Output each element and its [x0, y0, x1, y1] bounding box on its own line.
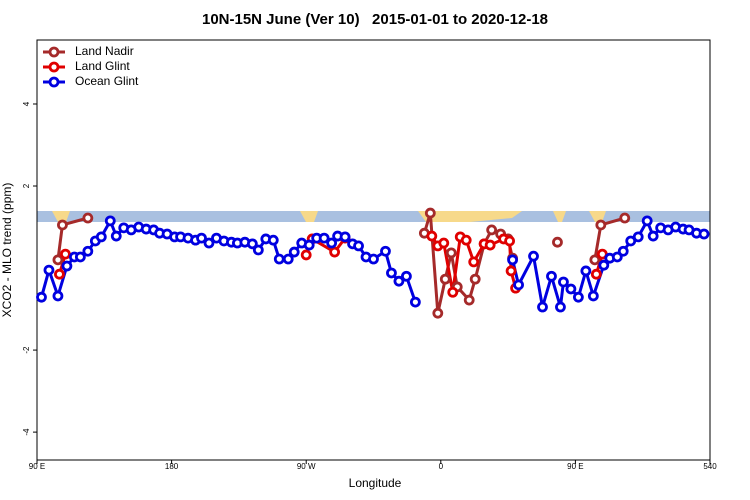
data-point — [273, 253, 285, 265]
data-point — [52, 290, 64, 302]
data-point — [555, 301, 566, 313]
data-point — [565, 283, 577, 295]
legend-swatch-point — [48, 61, 60, 73]
data-point — [546, 270, 557, 282]
data-point — [318, 232, 330, 244]
data-point — [558, 276, 569, 288]
legend-swatch-point — [48, 76, 60, 88]
data-point — [641, 215, 653, 227]
data-point — [507, 254, 518, 266]
data-point — [82, 245, 94, 257]
data-point — [393, 275, 405, 287]
data-point — [401, 270, 412, 282]
data-point — [43, 264, 55, 276]
data-point — [57, 219, 68, 231]
data-point — [537, 301, 548, 313]
data-point — [60, 248, 71, 260]
chart-title: 10N-15N June (Ver 10) 2015-01-01 to 2020… — [202, 11, 548, 28]
data-point — [300, 249, 312, 261]
data-point — [303, 239, 315, 251]
data-point — [252, 244, 264, 256]
legend-label: Ocean Glint — [75, 74, 139, 88]
data-point — [339, 231, 351, 243]
data-point — [424, 207, 436, 219]
land-mask-band — [37, 211, 710, 222]
y-tick-label: 2 — [22, 183, 31, 188]
y-tick-label: 4 — [22, 101, 31, 106]
data-point — [463, 294, 475, 306]
data-point — [619, 212, 631, 224]
legend-label: Land Glint — [75, 59, 130, 73]
data-point — [54, 268, 65, 280]
data-point — [445, 247, 457, 259]
data-point — [386, 267, 397, 279]
data-point — [104, 215, 116, 227]
data-point — [504, 235, 515, 247]
data-point — [484, 239, 496, 251]
data-point — [353, 240, 364, 252]
data-point — [617, 245, 629, 257]
data-point — [203, 237, 215, 249]
data-point — [589, 254, 601, 266]
data-point — [469, 273, 481, 285]
data-point — [598, 259, 610, 271]
data-point — [326, 237, 338, 249]
data-point — [552, 236, 563, 248]
data-point — [61, 260, 73, 272]
data-point — [587, 290, 599, 302]
data-point — [380, 245, 391, 257]
data-point — [505, 265, 517, 277]
data-point — [282, 253, 294, 265]
x-tick-label: 90 E — [567, 462, 583, 471]
legend-swatch-point — [48, 46, 60, 58]
data-point — [647, 230, 659, 242]
data-point — [82, 212, 94, 224]
x-tick-label: 180 — [165, 462, 179, 471]
data-point — [36, 291, 47, 303]
plot-frame — [36, 39, 711, 461]
data-point — [528, 250, 539, 262]
data-point — [513, 279, 524, 291]
data-point — [572, 291, 584, 303]
data-point — [196, 232, 207, 244]
legend-label: Land Nadir — [75, 44, 134, 58]
data-point — [329, 246, 341, 258]
data-point — [698, 228, 710, 240]
x-tick-label: 90 E — [29, 462, 45, 471]
x-tick-label: 540 — [703, 462, 717, 471]
data-point — [409, 296, 421, 308]
y-tick-label: -4 — [22, 428, 31, 436]
y-axis-label: XCO2 - MLO trend (ppm) — [0, 183, 14, 318]
data-point — [486, 224, 498, 236]
data-point — [438, 237, 450, 249]
data-point — [368, 253, 379, 265]
data-point — [267, 234, 279, 246]
data-point — [288, 246, 300, 258]
data-point — [590, 268, 602, 280]
data-point — [426, 230, 438, 242]
data-point — [52, 254, 64, 266]
data-point — [580, 265, 592, 277]
data-point — [447, 286, 459, 298]
data-point — [460, 234, 472, 246]
x-axis-label: Longitude — [349, 476, 402, 490]
data-point — [611, 251, 623, 263]
data-point — [246, 238, 258, 250]
data-point — [432, 307, 444, 319]
x-tick-label: 0 — [439, 462, 444, 471]
data-point — [595, 219, 607, 231]
data-point — [632, 231, 644, 243]
data-point — [110, 230, 122, 242]
data-point — [95, 231, 107, 243]
data-point — [468, 256, 480, 268]
data-point — [74, 251, 86, 263]
y-tick-label: -2 — [22, 346, 31, 354]
data-point — [439, 273, 451, 285]
x-tick-label: 90 W — [297, 462, 316, 471]
